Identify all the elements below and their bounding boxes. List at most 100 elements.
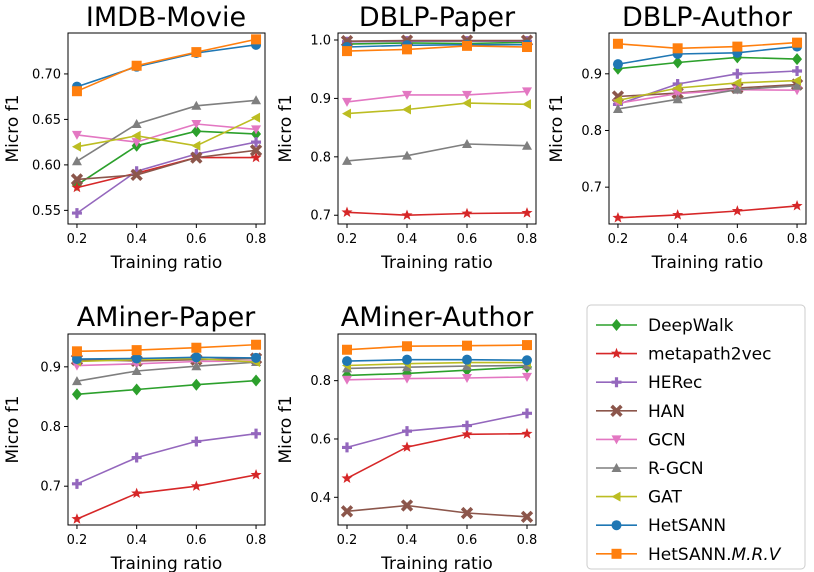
legend-entry: DeepWalk	[596, 316, 734, 336]
data-point	[462, 40, 472, 51]
series	[342, 138, 532, 165]
data-point	[400, 499, 414, 512]
data-point	[521, 207, 533, 218]
series-line	[346, 41, 528, 45]
data-point	[341, 472, 353, 484]
data-point	[460, 506, 474, 520]
data-point	[191, 125, 202, 138]
data-point	[461, 428, 473, 439]
data-point	[71, 354, 82, 365]
data-point	[191, 378, 202, 391]
data-point	[191, 352, 202, 363]
series	[71, 374, 262, 401]
series	[341, 206, 533, 220]
series	[340, 499, 534, 523]
data-point	[522, 355, 532, 366]
data-point	[251, 95, 262, 105]
data-point	[792, 75, 802, 86]
x-axis-label: Training ratio	[110, 253, 223, 273]
data-point	[402, 90, 412, 100]
data-point	[71, 141, 81, 152]
data-point	[462, 354, 472, 365]
series-line	[346, 412, 528, 449]
legend-label: GCN	[648, 430, 686, 450]
series-line	[617, 41, 798, 50]
series	[71, 151, 262, 193]
data-point	[251, 34, 262, 45]
data-point	[732, 77, 742, 88]
legend-entry: GAT	[596, 488, 682, 508]
data-point	[732, 68, 743, 79]
series-line	[76, 356, 257, 360]
data-point	[342, 442, 352, 453]
x-axis-label: Training ratio	[110, 554, 223, 572]
legend-entry: HetSANN.M.R.V	[596, 545, 782, 565]
y-tick-label: 0.9	[310, 92, 331, 107]
legend-marker	[610, 404, 623, 417]
data-point	[250, 469, 262, 480]
axes-frame	[67, 32, 266, 225]
series-line	[76, 141, 257, 214]
data-point	[342, 356, 352, 367]
x-tick-label: 0.4	[397, 533, 418, 548]
series	[342, 40, 532, 57]
legend-label: HetSANN.M.R.V	[648, 545, 782, 565]
y-tick-label: 0.7	[581, 181, 602, 196]
series	[612, 51, 803, 75]
x-tick-label: 0.6	[457, 232, 478, 247]
data-point	[71, 208, 82, 219]
series	[70, 144, 263, 186]
data-point	[131, 130, 141, 141]
series-line	[617, 205, 798, 219]
legend-entry: R-GCN	[596, 459, 704, 479]
series-line	[617, 88, 798, 105]
data-point	[522, 140, 532, 150]
data-point	[520, 510, 534, 523]
data-point	[672, 209, 684, 220]
series	[342, 408, 532, 453]
series-line	[76, 343, 257, 353]
series	[71, 137, 262, 219]
data-point	[402, 426, 412, 437]
series-line	[346, 376, 528, 381]
data-point	[732, 84, 743, 94]
series-line	[617, 45, 798, 65]
data-point	[612, 211, 624, 223]
legend-marker	[611, 435, 622, 445]
data-point	[522, 87, 532, 97]
x-tick-label: 0.8	[517, 232, 538, 247]
series-line	[76, 130, 257, 186]
axes-frame	[337, 333, 537, 526]
x-axis-label: Training ratio	[380, 253, 493, 273]
data-point	[71, 376, 82, 386]
x-tick-label: 0.2	[337, 533, 358, 548]
x-tick-label: 0.2	[67, 232, 88, 247]
x-tick-label: 0.6	[186, 232, 207, 247]
y-tick-label: 0.9	[581, 67, 602, 82]
chart-title: IMDB-Movie	[86, 2, 246, 33]
data-point	[251, 112, 261, 123]
series-line	[76, 156, 256, 189]
series-line	[76, 432, 257, 485]
data-point	[401, 209, 413, 220]
series	[612, 200, 803, 223]
legend-label: HERec	[648, 373, 702, 393]
series-line	[346, 366, 528, 377]
data-point	[401, 441, 413, 452]
y-tick-label: 0.60	[32, 158, 61, 173]
series-line	[76, 123, 257, 143]
data-point	[71, 156, 82, 166]
y-axis-label: Micro f1	[3, 396, 23, 464]
chart-panel: AMiner-Author 0.2 0.4 0.6 0.8 0.4 0.6 0.8 Traini…	[276, 302, 537, 572]
chart-title: DBLP-Paper	[359, 2, 516, 33]
series-line	[76, 44, 257, 88]
y-tick-label: 0.8	[310, 150, 331, 165]
series	[342, 354, 532, 367]
series-line	[346, 90, 528, 103]
data-point	[612, 38, 623, 49]
y-tick-label: 0.4	[310, 491, 331, 506]
y-tick-label: 0.6	[310, 432, 331, 447]
series-line	[76, 38, 257, 92]
chart-panel: IMDB-Movie 0.2 0.4 0.6 0.8 0.55 0.60 0.65 0.70 Tr…	[3, 2, 266, 273]
legend-entry: GCN	[596, 430, 686, 450]
